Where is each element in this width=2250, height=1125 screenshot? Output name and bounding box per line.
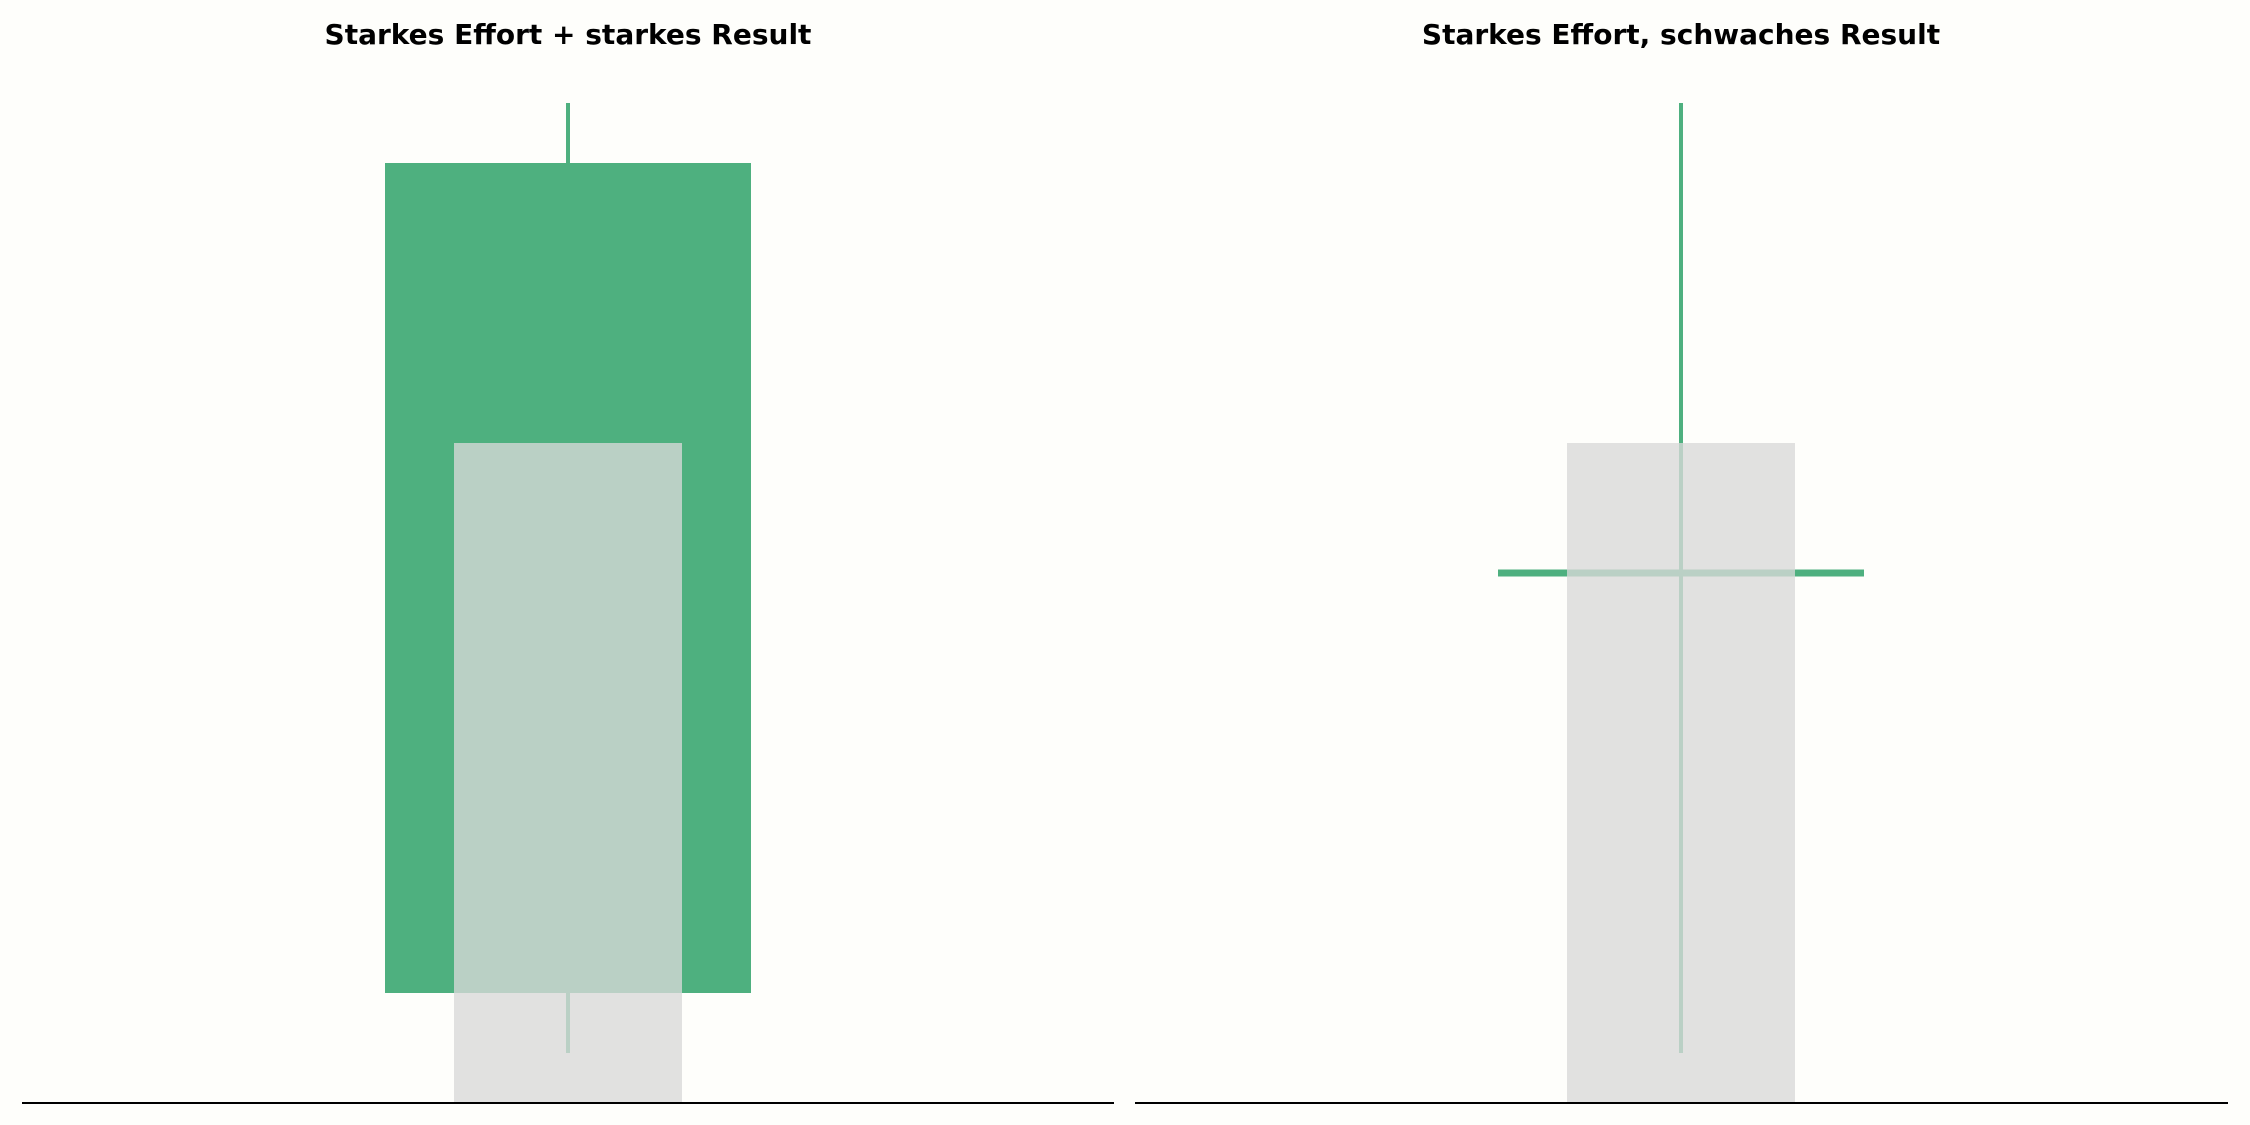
chart-panel-right: Starkes Effort, schwaches Result [1135, 18, 2228, 1104]
chart-title-right: Starkes Effort, schwaches Result [1422, 18, 1940, 51]
chart-panel-left: Starkes Effort + starkes Result [22, 18, 1114, 1104]
chart-title-left: Starkes Effort + starkes Result [325, 18, 812, 51]
volume-bar [454, 443, 682, 1103]
volume-bar [1567, 443, 1795, 1103]
